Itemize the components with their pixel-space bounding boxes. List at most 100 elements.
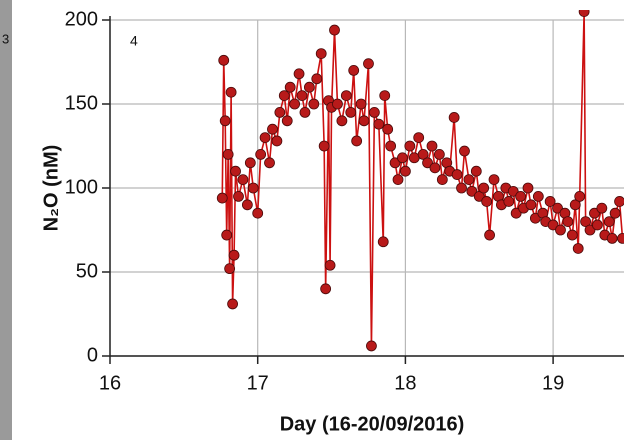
data-point: [488, 174, 500, 186]
data-point: [308, 98, 320, 110]
data-point: [348, 65, 360, 76]
data-point: [377, 236, 389, 248]
data-point: [267, 123, 278, 135]
data-point: [264, 157, 275, 169]
data-point: [547, 219, 559, 231]
data-point: [271, 135, 283, 147]
data-point: [522, 182, 534, 194]
data-point: [609, 207, 621, 219]
data-point: [379, 90, 391, 101]
y-tick-label: 200: [65, 8, 98, 30]
data-point: [293, 68, 305, 80]
data-point: [230, 165, 241, 177]
data-point: [552, 202, 563, 214]
data-point: [227, 298, 238, 310]
panel-label: 4: [130, 33, 138, 49]
data-point: [574, 190, 586, 202]
data-point: [274, 107, 286, 118]
data-point: [363, 58, 374, 70]
y-tick-label: 100: [65, 176, 98, 198]
data-point: [355, 98, 367, 110]
photo-fragment: [0, 0, 12, 440]
data-point: [617, 233, 624, 244]
data-point: [340, 90, 352, 101]
data-point: [373, 118, 385, 130]
data-point: [400, 165, 411, 177]
data-line: [221, 11, 624, 346]
data-point: [389, 157, 401, 169]
data-point: [358, 115, 370, 127]
data-point: [244, 157, 256, 169]
data-point: [324, 259, 336, 271]
data-point: [221, 229, 233, 241]
y-tick-label: 150: [65, 92, 98, 114]
data-point: [219, 115, 231, 127]
data-point: [315, 48, 327, 59]
data-point: [382, 123, 394, 135]
data-point: [515, 190, 527, 202]
data-point: [299, 107, 311, 118]
data-point: [544, 196, 556, 207]
data-point: [459, 145, 470, 157]
data-point: [478, 182, 490, 194]
y-axis-label: N₂O (nM): [40, 145, 62, 232]
data-point: [366, 340, 377, 352]
data-point: [368, 107, 380, 118]
data-point: [247, 182, 259, 194]
y-tick-label: 50: [76, 260, 98, 282]
data-point: [456, 182, 467, 194]
data-point: [233, 190, 244, 202]
data-point: [555, 224, 566, 236]
data-point: [510, 207, 522, 219]
data-point: [426, 140, 438, 152]
data-point: [529, 212, 541, 224]
data-point: [281, 115, 293, 127]
data-point: [252, 207, 264, 219]
data-point: [589, 207, 600, 219]
data-point: [525, 199, 537, 211]
panel-label: 3: [2, 31, 9, 46]
data-point: [429, 162, 441, 174]
data-point: [503, 196, 515, 207]
data-point: [284, 81, 296, 93]
data-point: [470, 165, 482, 177]
data-point: [532, 190, 544, 202]
data-point: [332, 98, 343, 110]
data-point: [225, 86, 237, 98]
x-tick-label: 18: [394, 372, 416, 394]
data-point: [311, 73, 323, 85]
data-point: [397, 152, 408, 164]
data-point: [436, 174, 448, 186]
data-point: [224, 263, 236, 275]
data-point: [320, 283, 332, 295]
data-point: [578, 10, 590, 17]
data-point: [572, 243, 584, 254]
data-point: [413, 132, 425, 144]
x-tick-label: 16: [99, 372, 121, 394]
data-point: [566, 229, 578, 241]
data-point: [404, 140, 416, 152]
data-point: [222, 148, 234, 160]
x-tick-label: 19: [542, 372, 564, 394]
data-point: [507, 185, 519, 197]
data-point: [345, 107, 357, 118]
data-point: [569, 199, 581, 211]
data-point: [255, 148, 267, 160]
data-point: [218, 54, 230, 66]
data-point: [466, 185, 478, 197]
data-point: [228, 249, 240, 261]
data-point: [351, 135, 363, 147]
data-point: [296, 90, 308, 101]
data-point: [289, 98, 301, 110]
data-point: [259, 132, 271, 144]
data-point: [303, 81, 315, 93]
data-point: [614, 196, 624, 207]
data-point: [592, 219, 603, 231]
data-point: [484, 229, 495, 241]
data-point: [448, 112, 460, 123]
x-tick-label: 17: [247, 372, 269, 394]
data-point: [278, 90, 290, 101]
data-point: [606, 232, 618, 244]
data-point: [473, 190, 485, 202]
